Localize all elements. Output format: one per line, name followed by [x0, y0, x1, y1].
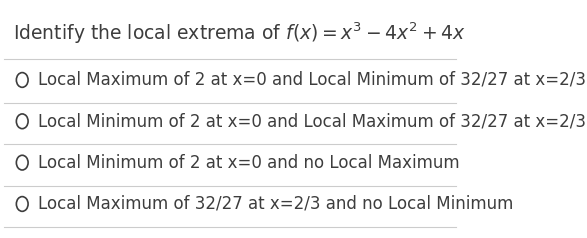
Text: Local Maximum of 32/27 at x=2/3 and no Local Minimum: Local Maximum of 32/27 at x=2/3 and no L…	[38, 195, 514, 213]
Text: Local Minimum of 2 at x=0 and Local Maximum of 32/27 at x=2/3: Local Minimum of 2 at x=0 and Local Maxi…	[38, 112, 586, 130]
Text: Identify the local extrema of $f(x) = x^3 - 4x^2 + 4x$: Identify the local extrema of $f(x) = x^…	[13, 20, 466, 46]
Text: Local Minimum of 2 at x=0 and no Local Maximum: Local Minimum of 2 at x=0 and no Local M…	[38, 154, 460, 172]
Text: Local Maximum of 2 at x=0 and Local Minimum of 32/27 at x=2/3: Local Maximum of 2 at x=0 and Local Mini…	[38, 71, 586, 89]
